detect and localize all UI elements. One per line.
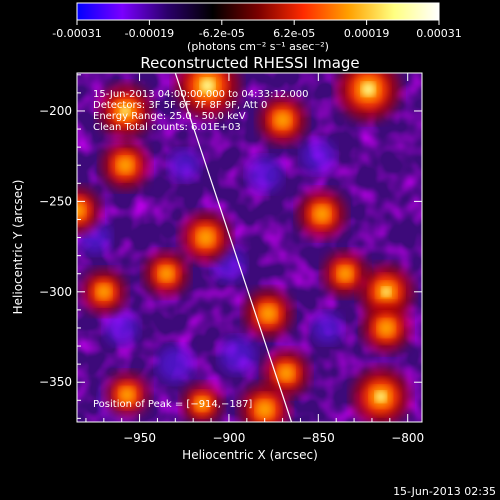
emission-hotspot <box>144 251 189 296</box>
emission-hotspot <box>263 350 310 397</box>
peak-position-label: Position of Peak = [−914,−187] <box>93 399 252 410</box>
colorbar-ticks: -0.00031 -0.00019 -6.2e-05 6.2e-05 0.00019 0.… <box>52 20 462 40</box>
negative-emission-blob <box>156 345 194 383</box>
solar-limb-line <box>174 73 293 422</box>
emission-hotspot <box>337 73 400 121</box>
y-tick-label: −200 <box>39 104 72 118</box>
x-tick-label: −850 <box>302 431 335 445</box>
emission-hotspot <box>258 96 307 144</box>
emission-hotspot <box>297 190 346 238</box>
info-block: 15-Jun-2013 04:00:00.000 to 04:33:12.000… <box>93 89 309 410</box>
emission-hotspot <box>77 187 100 234</box>
chart-title: Reconstructed RHESSI Image <box>140 54 359 72</box>
negative-emission-blob <box>311 312 343 344</box>
colorbar <box>77 3 439 20</box>
emission-hotspot <box>362 304 411 352</box>
emission-hotspot <box>104 372 150 417</box>
emission-hotspot <box>175 73 240 118</box>
negative-emission-blob <box>246 156 283 192</box>
emission-hotspot <box>359 265 413 319</box>
info-energy-range: Energy Range: 25.0 - 50.0 keV <box>93 111 246 122</box>
emission-hotspot <box>239 384 290 422</box>
emission-hotspot <box>181 383 223 422</box>
x-axis-label: Heliocentric X (arcsec) <box>182 448 318 462</box>
colorbar-frame <box>76 2 440 21</box>
plot-frame <box>76 72 423 423</box>
negative-emission-blob <box>168 149 200 181</box>
y-axis-ticks: −200 −250 −300 −350 <box>39 74 422 419</box>
colorbar-tick-label: 0.00019 <box>344 27 390 40</box>
colorbar-tick-label: 6.2e-05 <box>273 27 315 40</box>
emission-hotspot <box>352 368 410 422</box>
emission-hotspot <box>98 84 152 138</box>
hot-emission-layer <box>77 73 413 422</box>
x-tick-label: −900 <box>212 431 245 445</box>
emission-hotspot <box>180 212 231 263</box>
info-counts: Clean Total counts: 6.01E+03 <box>93 122 241 133</box>
x-tick-label: −950 <box>123 431 156 445</box>
colorbar-units: (photons cm⁻² s⁻¹ asec⁻²) <box>187 40 329 53</box>
negative-emission-blob <box>104 310 139 345</box>
info-detectors: Detectors: 3F 5F 6F 7F 8F 9F, Att 0 <box>93 100 267 111</box>
colorbar-tick-label: 0.00031 <box>416 27 462 40</box>
emission-hotspot <box>323 251 368 296</box>
emission-hotspot <box>101 141 150 190</box>
x-axis-ticks: −950 −900 −850 −800 <box>85 73 424 445</box>
emission-hotspot <box>244 289 293 338</box>
footer-timestamp: 15-Jun-2013 02:35 <box>393 485 496 498</box>
emission-hotspot <box>81 269 126 314</box>
y-tick-label: −350 <box>39 375 72 389</box>
colorbar-tick-label: -0.00019 <box>125 27 174 40</box>
y-tick-label: −300 <box>39 285 72 299</box>
colorbar-tick-label: -0.00031 <box>52 27 101 40</box>
colorbar-tick-label: -6.2e-05 <box>199 27 245 40</box>
negative-emission-blob <box>219 336 257 374</box>
x-tick-label: −800 <box>391 431 424 445</box>
plot-area <box>77 73 422 422</box>
negative-emission-blob <box>301 139 336 174</box>
info-time-range: 15-Jun-2013 04:00:00.000 to 04:33:12.000 <box>93 89 309 100</box>
y-axis-label: Heliocentric Y (arcsec) <box>11 180 25 315</box>
y-tick-label: −250 <box>39 194 72 208</box>
